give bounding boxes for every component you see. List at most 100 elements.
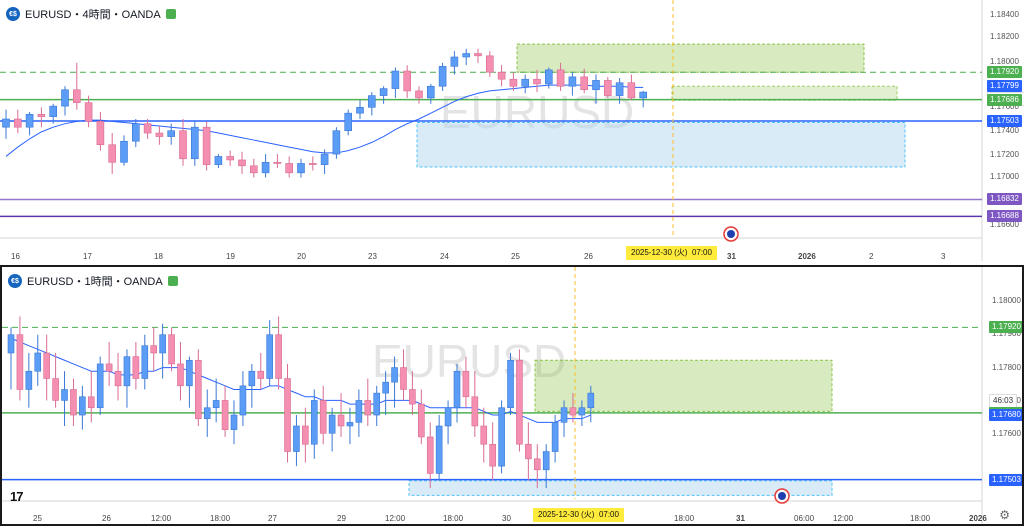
zone-rect [534, 359, 833, 412]
candle-body [73, 89, 81, 103]
currency-flag-icon: €$ [8, 274, 22, 288]
candle [409, 371, 416, 416]
candle-body [615, 82, 624, 96]
candle-body [426, 436, 434, 474]
candle-body [195, 359, 202, 419]
candle-body [603, 80, 612, 96]
candle [516, 349, 523, 452]
x-tick-label: 18 [154, 252, 163, 261]
candle-body [627, 82, 636, 99]
candle-body [238, 159, 246, 167]
candle-body [409, 389, 416, 405]
candle [105, 342, 113, 386]
candle [143, 119, 152, 139]
price-chart-4h[interactable]: EURUSD [0, 0, 1024, 262]
candle [25, 352, 33, 408]
candle-body [569, 407, 577, 416]
price-label: 1.17920 [987, 66, 1022, 79]
candle [37, 107, 46, 128]
candle [230, 400, 238, 445]
candle [257, 352, 265, 390]
candle [167, 123, 175, 145]
candle-body [293, 425, 300, 452]
candle [480, 407, 488, 463]
candle [356, 100, 364, 119]
candle [96, 111, 105, 151]
candle [578, 400, 586, 426]
y-tick-label: 1.17600 [990, 102, 1019, 111]
candle-body [257, 370, 265, 379]
candle-body [34, 352, 42, 372]
x-tick-label: 3 [941, 252, 946, 261]
candle-body [79, 396, 86, 416]
candle-body [578, 407, 586, 416]
candle-body [533, 458, 541, 471]
date-badge: 2025-12-30 (火) 07:00 [626, 246, 717, 260]
candle [400, 349, 407, 401]
candle [391, 356, 398, 408]
settings-gear-icon[interactable]: ⚙ [999, 508, 1010, 522]
candle-body [114, 370, 122, 387]
zone-rect [416, 122, 906, 168]
candle-body [435, 425, 443, 474]
chart-pane-4h[interactable]: EURUSD €$ EURUSD・4時間・OANDA 1.18400 1.1820… [0, 0, 1024, 262]
x-tick-label: 26 [102, 514, 111, 523]
candle [73, 62, 81, 110]
candle [569, 393, 577, 423]
candle-body [212, 400, 220, 409]
candle-body [498, 407, 505, 467]
candle [497, 65, 506, 87]
candle [533, 444, 541, 489]
candle-body [230, 414, 238, 430]
candle [266, 320, 273, 386]
candle [507, 352, 514, 416]
candle-body [364, 400, 372, 416]
candle-body [438, 66, 447, 87]
candle-body [221, 400, 229, 430]
candle-body [143, 123, 152, 134]
x-tick-label: 23 [368, 252, 377, 261]
x-tick-label: 27 [268, 514, 277, 523]
candle [525, 422, 532, 481]
candle-body [43, 352, 50, 379]
candle-body [382, 381, 389, 394]
candle [379, 86, 388, 104]
candle-body [177, 363, 184, 387]
candle [587, 385, 595, 423]
price-label: 1.16832 [987, 193, 1022, 206]
candle [293, 415, 300, 467]
x-tick-label: 12:00 [385, 514, 406, 523]
chart-pane-1h[interactable]: EURUSD €$ EURUSD・1時間・OANDA 17 1.18000 1.1… [0, 265, 1024, 526]
x-tick-label: 18:00 [910, 514, 931, 523]
x-tick-label: 2026 [969, 514, 987, 523]
chart-title: EURUSD・1時間・OANDA [27, 276, 163, 288]
candle-body [96, 363, 104, 409]
price-label: 1.17503 [989, 473, 1022, 486]
candle [123, 349, 131, 408]
x-tick-label: 18:00 [674, 514, 695, 523]
x-tick-label: 31 [736, 514, 745, 523]
x-tick-label: 29 [337, 514, 346, 523]
candle [16, 316, 24, 401]
candle-body [450, 56, 459, 67]
x-tick-label: 12:00 [833, 514, 854, 523]
candle-body [155, 132, 164, 137]
x-tick-label: 18:00 [443, 514, 464, 523]
candle-body [379, 88, 388, 96]
candle-body [471, 396, 479, 427]
candle-body [319, 400, 327, 434]
price-chart-1h[interactable]: EURUSD [2, 267, 1022, 524]
candle-body [248, 370, 256, 387]
candle-body [226, 156, 234, 161]
candle-body [203, 407, 211, 419]
candle [275, 316, 282, 390]
x-tick-label: 30 [502, 514, 511, 523]
x-tick-label: 20 [297, 252, 306, 261]
candle-body [150, 345, 158, 354]
candle [521, 74, 530, 94]
x-tick-label: 18:00 [210, 514, 231, 523]
candle-body [542, 451, 550, 471]
x-tick-label: 31 [727, 252, 736, 261]
candle [195, 349, 202, 426]
